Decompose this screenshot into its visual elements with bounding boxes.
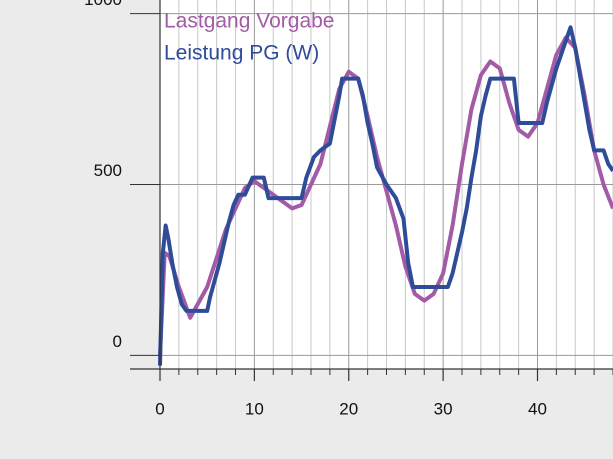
axes: 0 10 20 30 40 0 500 1000	[84, 0, 613, 418]
series-line	[158, 35, 613, 356]
y-tick-label: 1000	[84, 0, 122, 9]
x-tick-label: 10	[245, 399, 264, 418]
x-tick-label: 40	[528, 399, 547, 418]
legend-entry: Lastgang Vorgabe	[164, 10, 334, 33]
legend-entry: Leistung PG (W)	[164, 42, 319, 65]
lines: Lastgang Vorgabe Leistung PG (W)	[158, 10, 613, 366]
x-tick-label: 0	[155, 399, 164, 418]
y-tick-label: 500	[94, 161, 122, 180]
x-tick-label: 20	[339, 399, 358, 418]
series-line	[158, 25, 613, 366]
x-tick-label: 30	[434, 399, 453, 418]
y-tick-label: 0	[113, 332, 122, 351]
